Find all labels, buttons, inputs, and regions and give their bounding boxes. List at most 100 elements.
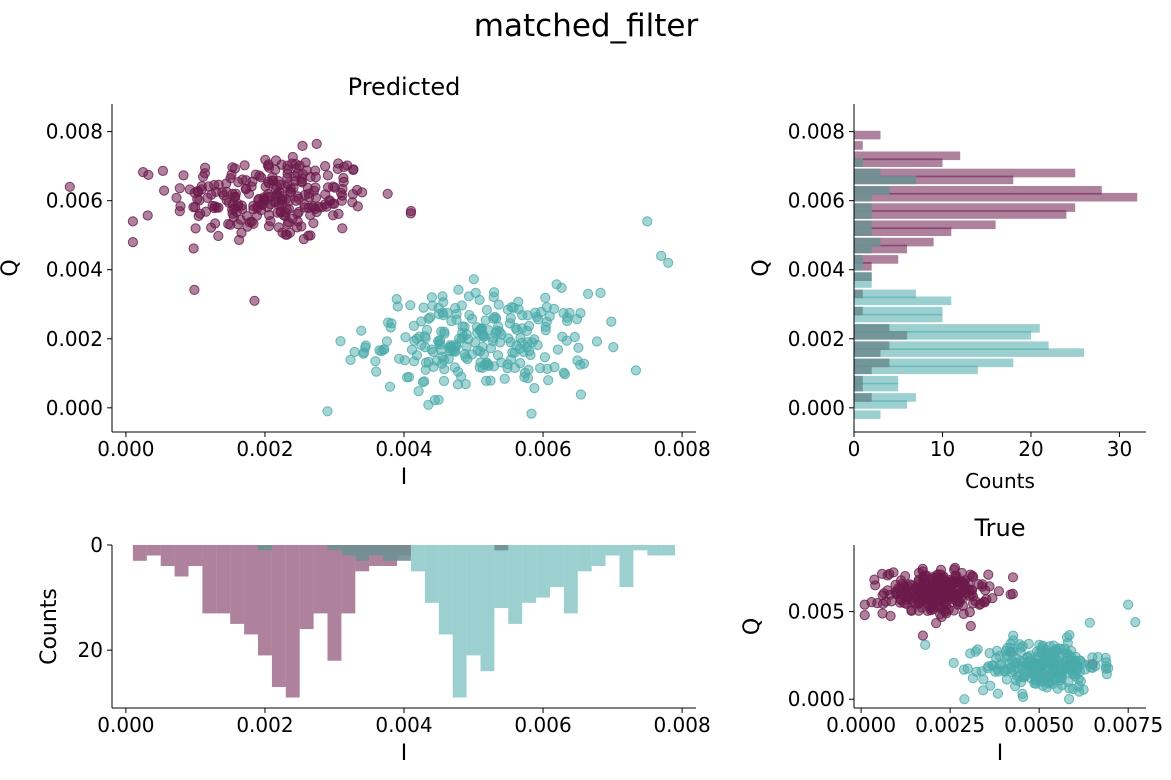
x-tick-label: 0 [848, 437, 861, 461]
histogram-bar [854, 220, 996, 230]
x-tick-label: 0.0075 [1093, 713, 1163, 737]
scatter-point [992, 688, 1004, 699]
scatter-point [225, 219, 236, 230]
histogram-bar [341, 545, 356, 614]
y-tick-label: 0.000 [46, 396, 103, 420]
scatter-point [382, 188, 393, 199]
scatter-point [323, 182, 334, 193]
histogram-bar [146, 545, 161, 556]
scatter-point [436, 326, 447, 337]
scatter-point [174, 183, 185, 194]
scatter-point [531, 311, 542, 322]
histogram-bar [854, 192, 872, 202]
scatter-point [322, 406, 333, 417]
histogram-bar [854, 175, 916, 185]
scatter-point [958, 581, 969, 593]
y-axis-label: Q [0, 259, 23, 276]
histogram-bar [605, 545, 620, 556]
scatter-point [414, 331, 425, 342]
histogram-bar [369, 545, 384, 556]
scatter-point [394, 353, 405, 364]
histogram-bar [508, 545, 523, 624]
subplot-title: Predicted [348, 73, 461, 101]
histogram-bar [230, 545, 245, 624]
scatter-point [656, 250, 667, 261]
scatter-predicted: 0.000 0.002 0.004 0.006 0.008 0.000 0.002 0.004… [0, 73, 711, 490]
scatter-point [157, 165, 168, 176]
scatter-point [423, 356, 434, 367]
histogram-bar [299, 545, 314, 630]
scatter-point [324, 195, 335, 206]
scatter-point [360, 342, 371, 353]
histogram-bar [854, 203, 1076, 212]
histogram-bar [854, 375, 863, 385]
histogram-bar [341, 545, 356, 556]
histogram-bar [854, 192, 1138, 202]
scatter-point [483, 359, 494, 370]
scatter-point [267, 175, 278, 186]
scatter-point [859, 599, 870, 610]
histogram-bar [854, 289, 916, 299]
histogram-bar [854, 237, 881, 247]
scatter-point [190, 201, 201, 213]
histogram-bar [411, 545, 425, 572]
scatter-point [188, 243, 199, 254]
histogram-bar [854, 382, 863, 392]
scatter-point [571, 314, 583, 325]
x-tick-label: 30 [1107, 437, 1132, 461]
scatter-point [1002, 642, 1013, 654]
histogram-bar [854, 175, 1014, 185]
histogram-bar [591, 545, 606, 566]
figure-title: matched_filter [474, 8, 699, 44]
histogram-bar [854, 272, 872, 281]
scatter-point [517, 310, 528, 321]
y-tick-label: 0 [90, 533, 103, 557]
scatter-point [882, 585, 893, 596]
scatter-point [1034, 639, 1045, 651]
scatter-point [459, 348, 470, 360]
y-axis-label: Q [749, 259, 774, 276]
histogram-bar [854, 393, 872, 402]
scatter-point [543, 375, 554, 386]
scatter-point [880, 596, 892, 607]
scatter-point [575, 389, 587, 400]
histogram-bar [854, 365, 978, 375]
scatter-point [249, 295, 260, 306]
scatter-point [411, 350, 422, 361]
scatter-point [948, 657, 959, 669]
scatter-point [280, 211, 291, 222]
scatter-point [227, 188, 238, 199]
scatter-point [433, 335, 444, 347]
scatter-point [280, 229, 291, 240]
histogram-bar [854, 358, 890, 368]
scatter-point [143, 169, 154, 180]
scatter-point [535, 363, 546, 374]
y-tick-label: 20 [78, 638, 103, 662]
scatter-point [438, 375, 450, 387]
scatter-point [985, 680, 996, 691]
scatter-point [189, 284, 200, 295]
histogram-bar [383, 545, 397, 561]
scatter-point [262, 160, 274, 171]
y-tick-label: 0.002 [46, 327, 103, 351]
scatter-point [608, 342, 619, 353]
scatter-point [449, 362, 460, 373]
scatter-point [213, 230, 224, 242]
histogram-bar [854, 255, 899, 264]
scatter-point [573, 342, 584, 353]
x-tick-label: 10 [930, 437, 955, 461]
x-tick-label: 0.000 [97, 437, 154, 461]
scatter-point [210, 218, 221, 229]
scatter-point [425, 312, 436, 323]
histogram-bar [285, 545, 300, 698]
histogram-bar [854, 151, 961, 161]
scatter-point [1064, 694, 1075, 705]
histogram-bar [619, 545, 634, 588]
histogram-bar [854, 410, 881, 419]
scatter-point [1090, 660, 1101, 672]
scatter-point [489, 311, 500, 322]
histogram-bar [438, 545, 453, 635]
scatter-point [990, 666, 1001, 677]
histogram-bar [854, 348, 881, 357]
scatter-point [234, 234, 245, 246]
